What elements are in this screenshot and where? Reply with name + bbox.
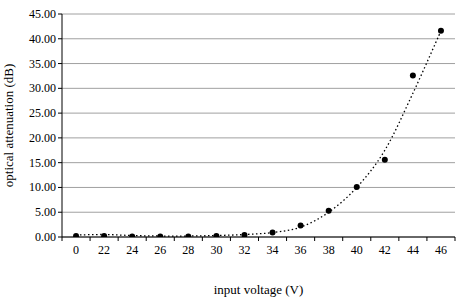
x-tick-label: 46 (435, 243, 447, 257)
x-tick-separator (426, 237, 427, 241)
x-tick-separator (398, 237, 399, 241)
data-point (410, 72, 416, 78)
y-tick-label: 45.00 (29, 7, 56, 21)
x-tick-label: 34 (267, 243, 279, 257)
grid-line (62, 38, 455, 39)
grid-line (62, 162, 455, 163)
grid-line (62, 88, 455, 89)
x-tick-separator (286, 237, 287, 241)
y-tick-label: 0.00 (35, 230, 56, 244)
x-tick-label: 30 (210, 243, 222, 257)
grid-line (62, 113, 455, 114)
chart: 0.00 5.00 10.00 15.00 20.00 25.00 30.00 35.00 40… (0, 0, 460, 302)
data-point (382, 157, 388, 163)
grid-line (62, 187, 455, 188)
x-tick-label: 32 (238, 243, 250, 257)
x-tick-separator (370, 237, 371, 241)
y-tick-label: 15.00 (29, 156, 56, 170)
x-tick-separator (258, 237, 259, 241)
grid-line (62, 212, 455, 213)
x-tick-separator (146, 237, 147, 241)
x-tick-label: 26 (154, 243, 166, 257)
x-tick-separator (314, 237, 315, 241)
grid-line (62, 137, 455, 138)
x-tick-label: 36 (295, 243, 307, 257)
x-tick-separator (230, 237, 231, 241)
y-tick (58, 63, 62, 64)
y-tick (58, 14, 62, 15)
y-tick (58, 212, 62, 213)
trend-line (76, 31, 441, 236)
y-tick-label: 20.00 (29, 131, 56, 145)
y-tick-label: 10.00 (29, 180, 56, 194)
y-tick (58, 137, 62, 138)
y-axis-title: optical attenuation (dB) (1, 64, 16, 187)
x-tick-separator (455, 237, 456, 241)
y-tick-label: 40.00 (29, 32, 56, 46)
x-tick-separator (174, 237, 175, 241)
x-tick-separator (342, 237, 343, 241)
x-tick-separator (62, 237, 63, 241)
y-tick (58, 162, 62, 163)
x-tick-separator (118, 237, 119, 241)
y-axis (62, 14, 63, 237)
x-tick-label: 22 (98, 243, 110, 257)
x-tick-label: 38 (323, 243, 335, 257)
x-tick-separator (202, 237, 203, 241)
x-tick-separator (90, 237, 91, 241)
y-tick (58, 187, 62, 188)
y-tick (58, 88, 62, 89)
x-tick-label: 24 (126, 243, 138, 257)
y-tick (58, 237, 62, 238)
x-tick-label: 42 (379, 243, 391, 257)
y-tick (58, 38, 62, 39)
grid-line (62, 63, 455, 64)
x-tick-label: 0 (73, 243, 79, 257)
y-tick-label: 30.00 (29, 81, 56, 95)
y-tick-label: 35.00 (29, 57, 56, 71)
plot-area (73, 28, 444, 237)
grid-line (62, 14, 455, 15)
y-tick-label: 5.00 (35, 205, 56, 219)
x-tick-label: 28 (182, 243, 194, 257)
x-tick-label: 44 (407, 243, 419, 257)
x-tick-label: 40 (351, 243, 363, 257)
x-axis-title: input voltage (V) (214, 282, 304, 297)
y-tick-label: 25.00 (29, 106, 56, 120)
y-tick (58, 113, 62, 114)
